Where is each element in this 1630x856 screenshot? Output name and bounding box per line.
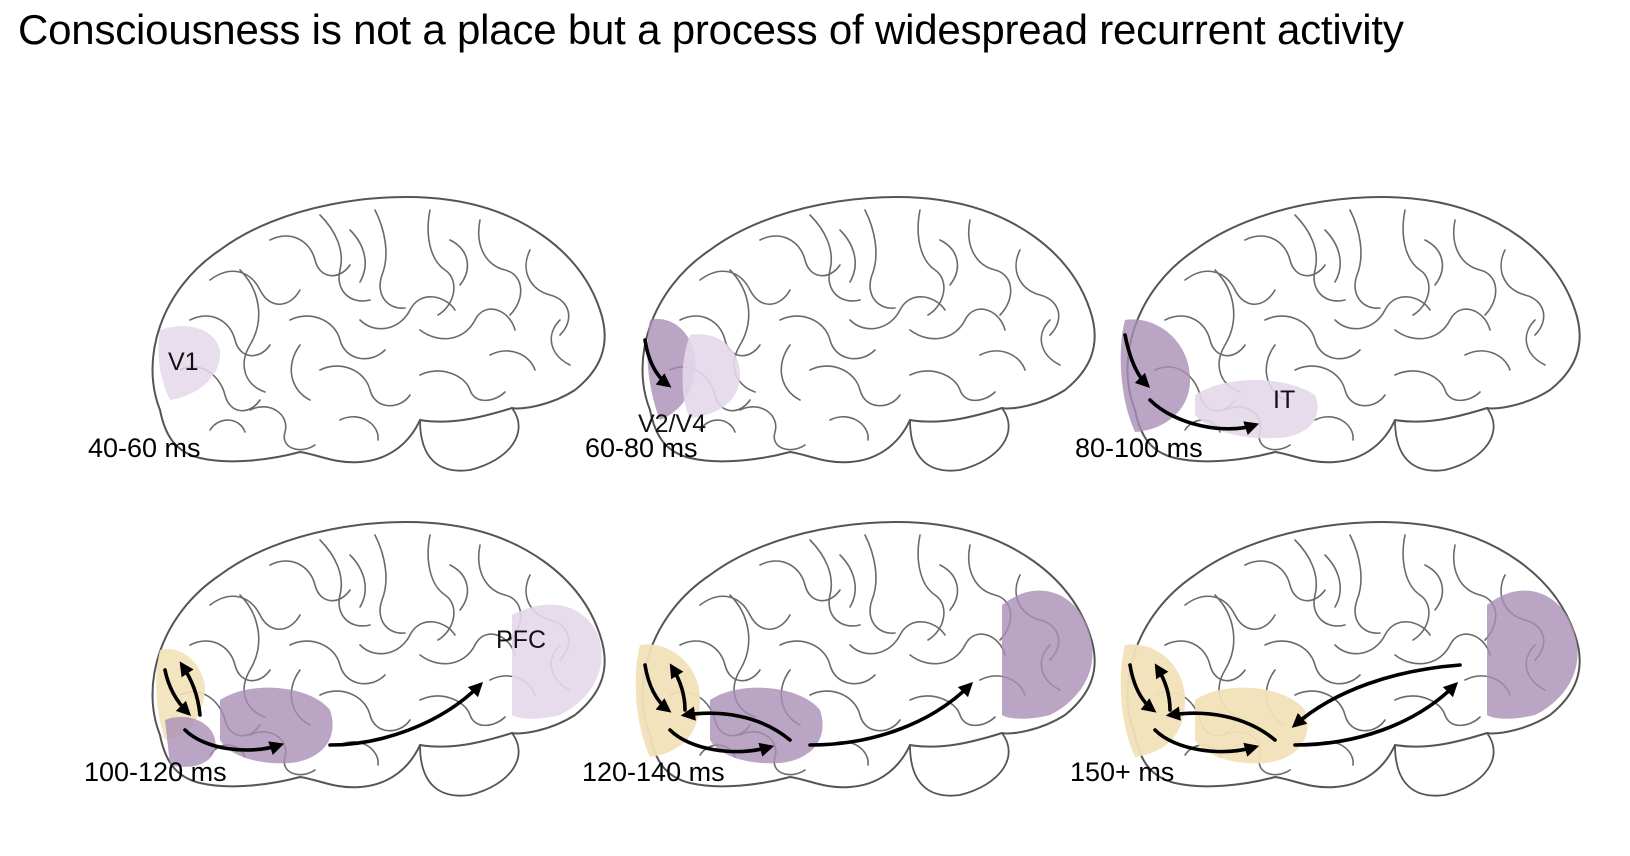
time-label: 100-120 ms (84, 757, 227, 788)
pfc-label: PFC (496, 626, 546, 654)
brain-panel-100-120: PFC 100-120 ms (80, 475, 620, 835)
it-label: IT (1273, 386, 1295, 414)
slide-title: Consciousness is not a place but a proce… (18, 6, 1404, 54)
it-region (220, 688, 333, 764)
time-label: 120-140 ms (582, 757, 725, 788)
brain-panel-150-plus: 150+ ms (1070, 475, 1610, 835)
time-label: 40-60 ms (88, 433, 201, 464)
v1-label: V1 (168, 348, 199, 376)
brain-panel-40-60: V1 40-60 ms (80, 150, 620, 510)
time-label: 150+ ms (1070, 757, 1174, 788)
brain-panel-80-100: IT 80-100 ms (1070, 150, 1610, 510)
time-label: 80-100 ms (1075, 433, 1203, 464)
brain-panel-60-80: V2/V4 60-80 ms (580, 150, 1120, 510)
time-label: 60-80 ms (585, 433, 698, 464)
brain-panel-120-140: 120-140 ms (580, 475, 1120, 835)
